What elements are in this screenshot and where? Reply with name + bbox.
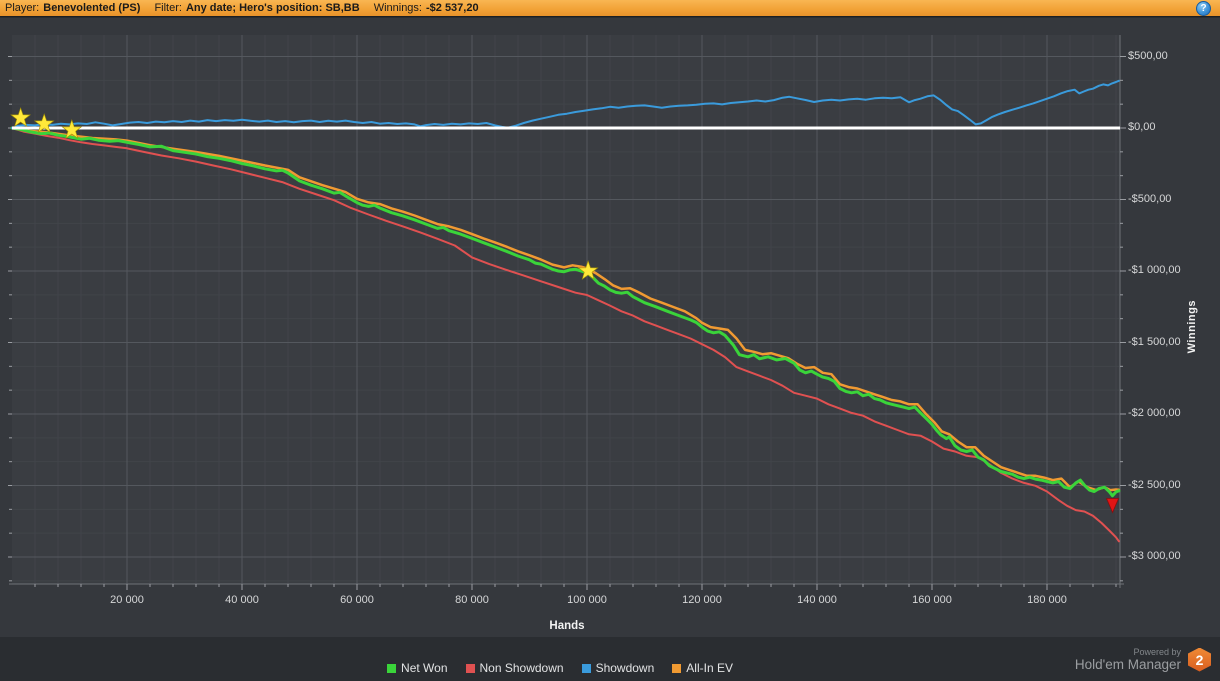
milestone-star-icon <box>61 119 83 139</box>
y-tick-label: -$1 500,00 <box>1128 335 1181 348</box>
legend-swatch-icon <box>672 663 682 673</box>
x-tick-label: 140 000 <box>797 594 837 606</box>
chart-panel: $500,00 $0,00 -$500,00 -$1 000,00 -$1 500,00… <box>0 18 1220 637</box>
legend-label: Non Showdown <box>479 661 564 675</box>
winnings-graph-canvas <box>8 35 1126 590</box>
winnings-group: Winnings: -$2 537,20 <box>374 2 479 14</box>
y-tick-label: -$500,00 <box>1128 192 1172 205</box>
milestone-star-icon <box>577 260 599 280</box>
milestone-star-icon <box>10 107 31 127</box>
chart-legend: Net Won Non Showdown Showdown All-In EV <box>0 661 1120 675</box>
legend-label: All-In EV <box>686 661 733 675</box>
x-tick-label: 60 000 <box>340 594 374 606</box>
filter-value: Any date; Hero's position: SB,BB <box>185 2 360 14</box>
legend-item-showdown[interactable]: Showdown <box>581 661 655 675</box>
legend-swatch-icon <box>465 663 475 673</box>
powered-by-line: Powered by <box>1133 647 1181 657</box>
winnings-label: Winnings: <box>373 2 422 14</box>
x-tick-label: 20 000 <box>110 594 144 606</box>
y-tick-label: -$3 000,00 <box>1128 550 1181 562</box>
legend-item-non-showdown[interactable]: Non Showdown <box>465 661 564 675</box>
y-tick-label: -$2 000,00 <box>1128 407 1181 419</box>
powered-by-block: Powered by Hold'em Manager 2 <box>1075 647 1212 672</box>
winnings-value: -$2 537,20 <box>425 2 479 14</box>
player-value: Benevolented (PS) <box>43 2 141 14</box>
powered-by-text: Powered by Hold'em Manager <box>1075 647 1181 672</box>
help-icon[interactable]: ? <box>1196 1 1211 16</box>
milestone-star-icon <box>33 113 55 133</box>
legend-label: Showdown <box>595 661 655 675</box>
holdem-manager-wordmark: Hold'em Manager <box>1074 657 1181 672</box>
player-label: Player: <box>5 2 40 14</box>
x-tick-label: 100 000 <box>567 594 607 606</box>
legend-item-all-in-ev[interactable]: All-In EV <box>672 661 733 675</box>
legend-swatch-icon <box>581 663 591 673</box>
current-position-arrow-icon <box>1105 498 1120 514</box>
filter-group: Filter: Any date; Hero's position: SB,BB <box>154 2 359 14</box>
y-tick-label: $500,00 <box>1128 49 1168 62</box>
x-tick-label: 40 000 <box>225 594 259 606</box>
y-tick-label: $0,00 <box>1128 121 1156 133</box>
x-tick-label: 80 000 <box>455 594 489 606</box>
y-tick-label: -$1 000,00 <box>1128 264 1181 276</box>
x-tick-label: 160 000 <box>912 594 952 606</box>
x-tick-label: 120 000 <box>682 594 722 606</box>
legend-swatch-icon <box>387 663 397 673</box>
player-group: Player: Benevolented (PS) <box>5 2 140 14</box>
y-tick-label: -$2 500,00 <box>1128 478 1181 491</box>
filter-label: Filter: <box>154 2 182 14</box>
y-axis-title: Winnings <box>1186 300 1198 354</box>
x-axis-title: Hands <box>549 620 585 632</box>
x-tick-label: 180 000 <box>1027 594 1067 606</box>
hm2-logo-icon: 2 <box>1188 647 1211 672</box>
legend-label: Net Won <box>401 661 448 675</box>
filter-header-bar: Player: Benevolented (PS) Filter: Any da… <box>0 0 1220 17</box>
bottom-strip: Net Won Non Showdown Showdown All-In EV Pow… <box>0 637 1220 681</box>
legend-item-net-won[interactable]: Net Won <box>387 661 448 675</box>
